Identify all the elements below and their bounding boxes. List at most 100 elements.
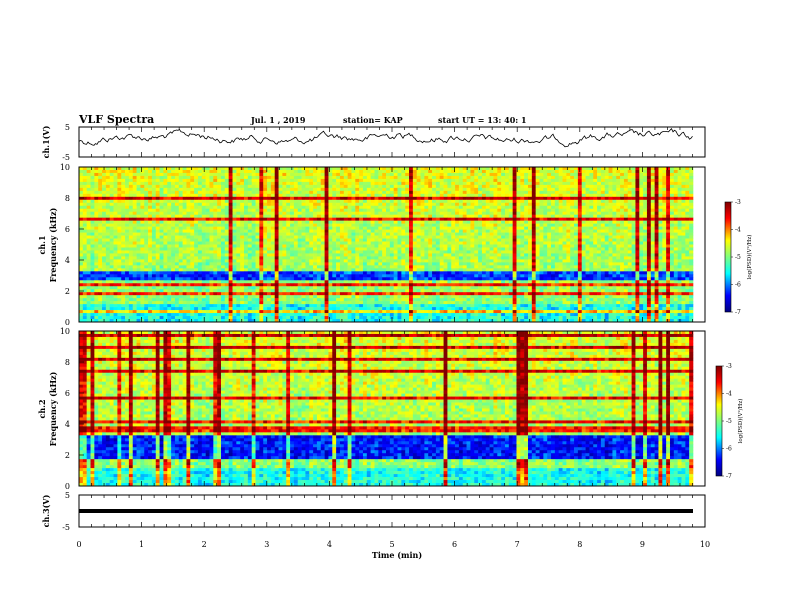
spectrogram-cell (551, 253, 556, 257)
spectrogram-cell (159, 208, 164, 213)
spectrogram-cell (186, 250, 191, 254)
spectrogram-cell (105, 167, 110, 171)
spectrogram-cell (121, 187, 126, 192)
spectrogram-cell (144, 250, 149, 254)
spectrogram-cell (589, 211, 594, 215)
spectrogram-cell (159, 202, 164, 207)
spectrogram-cell (102, 175, 107, 180)
spectrogram-cell (551, 250, 556, 254)
spectrogram-cell (566, 208, 571, 213)
spectrogram-cell (121, 208, 126, 213)
spectrogram-cell (274, 167, 279, 171)
spectrogram-cell (328, 167, 333, 171)
spectrogram-cell (113, 238, 118, 242)
spectrogram-cell (355, 196, 360, 201)
spectrogram-cell (366, 187, 371, 192)
spectrogram-cell (539, 187, 544, 192)
spectrogram-cell (435, 244, 441, 248)
spectrogram-cell (316, 253, 322, 257)
spectrogram-cell (489, 226, 494, 230)
spectrogram-cell (213, 193, 218, 198)
spectrogram-cell (362, 223, 368, 227)
spectrogram-cell (125, 253, 130, 257)
spectrogram-cell (428, 214, 433, 218)
spectrogram-cell (535, 214, 540, 218)
spectrogram-cell (178, 193, 183, 198)
spectrogram-cell (551, 184, 556, 189)
spectrogram-cell (136, 217, 141, 221)
spectrogram-cell (646, 184, 652, 189)
spectrogram-cell (366, 211, 371, 215)
spectrogram-cell (443, 214, 448, 218)
spectrogram-cell (401, 247, 406, 251)
spectrogram-cell (685, 250, 690, 254)
spectrogram-cell (190, 256, 195, 260)
spectrogram-cell (178, 196, 183, 201)
spectrogram-cell (79, 229, 84, 233)
spectrogram-cell (267, 193, 272, 198)
spectrogram-cell (240, 208, 245, 213)
spectrogram-cell (186, 175, 191, 180)
spectrogram-cell (612, 217, 617, 221)
spectrogram-cell (558, 181, 563, 186)
spectrogram-cell (324, 184, 329, 189)
spectrogram-cell (263, 187, 268, 192)
spectrogram-cell (386, 250, 391, 254)
spectrogram-cell (109, 214, 114, 218)
spectrogram-cell (220, 241, 226, 245)
spectrogram-cell (416, 250, 421, 254)
spectrogram-cell (470, 184, 475, 189)
spectrogram-cell (94, 226, 99, 230)
spectrogram-cell (301, 202, 306, 207)
spectrogram-cell (201, 253, 206, 257)
spectrogram-cell (527, 202, 533, 207)
spectrogram-cell (274, 217, 279, 221)
spectrogram-cell (681, 205, 686, 210)
spectrogram-cell (485, 217, 490, 221)
spectrogram-cell (186, 208, 191, 213)
spectrogram-cell (136, 214, 141, 218)
spectrogram-cell (144, 235, 149, 239)
spectrogram-cell (378, 208, 383, 213)
spectrogram-cell (428, 202, 433, 207)
spectrogram-cell (267, 169, 272, 174)
spectrogram-cell (589, 244, 594, 248)
spectrogram-cell (190, 214, 195, 218)
spectrogram-cell (562, 184, 567, 189)
spectrogram-cell (332, 184, 337, 189)
spectrogram-cell (428, 193, 433, 198)
spectrogram-cell (608, 178, 613, 183)
spectrogram-cell (397, 202, 402, 207)
spectrogram-cell (666, 250, 671, 254)
spectrogram-cell (393, 208, 398, 213)
spectrogram-cell (140, 208, 145, 213)
spectrogram-cell (113, 190, 118, 195)
spectrogram-cell (631, 181, 636, 186)
spectrogram-cell (378, 232, 383, 236)
spectrogram-cell (531, 217, 536, 221)
spectrogram-cell (581, 247, 586, 251)
spectrogram-cell (428, 229, 433, 233)
spectrogram-cell (228, 167, 233, 171)
spectrogram-cell (194, 238, 199, 242)
spectrogram-cell (297, 214, 302, 218)
spectrogram-cell (547, 211, 552, 215)
spectrogram-cell (194, 229, 199, 233)
spectrogram-cell (79, 196, 84, 201)
spectrogram-cell (140, 235, 145, 239)
spectrogram-cell (493, 205, 498, 210)
spectrogram-cell (543, 175, 548, 180)
spectrogram-cell (581, 232, 586, 236)
spectrogram-cell (351, 244, 356, 248)
spectrogram-cell (117, 167, 122, 171)
spectrogram-cell (316, 214, 322, 218)
spectrogram-cell (293, 223, 299, 227)
spectrogram-cell (339, 193, 345, 198)
spectrogram-cell (424, 202, 429, 207)
spectrogram-cell (332, 217, 337, 221)
spectrogram-cell (397, 214, 402, 218)
spectrogram-cell (501, 187, 506, 192)
spectrogram-cell (428, 226, 433, 230)
spectrogram-cell (378, 181, 383, 186)
spectrogram-cell (290, 202, 295, 207)
